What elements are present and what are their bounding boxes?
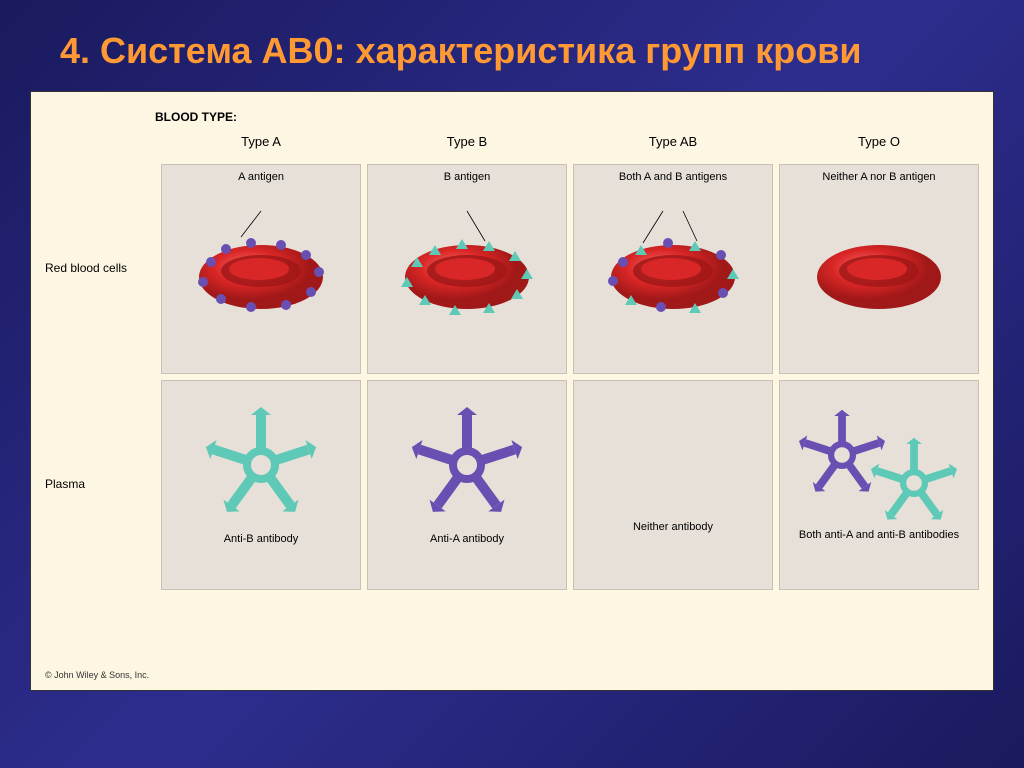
cell-rbc-b: B antigen: [367, 164, 567, 374]
row-label-plasma: Plasma: [45, 380, 155, 590]
label-plasma-b: Anti-A antibody: [430, 533, 504, 559]
diagram-panel: BLOOD TYPE: Type A Type B Type AB Type O…: [30, 91, 994, 691]
label-plasma-ab: Neither antibody: [633, 521, 713, 547]
antibody-both-icon: [794, 405, 964, 525]
rbc-type-a-icon: [181, 207, 341, 327]
rbc-type-ab-icon: [593, 207, 753, 327]
slide-title: 4. Система АВ0: характеристика групп кро…: [0, 0, 1024, 91]
blood-type-heading: BLOOD TYPE:: [155, 110, 979, 124]
antibody-anti-b-icon: [201, 405, 321, 525]
cell-plasma-b: Anti-A antibody: [367, 380, 567, 590]
rbc-type-o-icon: [799, 207, 959, 327]
cell-rbc-ab: Both A and B antigens: [573, 164, 773, 374]
label-plasma-a: Anti-B antibody: [224, 533, 299, 559]
cell-plasma-a: Anti-B antibody: [161, 380, 361, 590]
cell-rbc-a: A antigen: [161, 164, 361, 374]
blood-type-grid: Type A Type B Type AB Type O Red blood c…: [45, 130, 979, 590]
row-label-rbc: Red blood cells: [45, 164, 155, 374]
label-antigen-o: Neither A nor B antigen: [822, 171, 935, 197]
col-header-ab: Type AB: [573, 130, 773, 158]
cell-plasma-o: Both anti-A and anti-B antibodies: [779, 380, 979, 590]
col-header-b: Type B: [367, 130, 567, 158]
col-header-a: Type A: [161, 130, 361, 158]
label-antigen-a: A antigen: [238, 171, 284, 197]
label-plasma-o: Both anti-A and anti-B antibodies: [799, 529, 959, 555]
label-antigen-ab: Both A and B antigens: [619, 171, 727, 197]
copyright-text: © John Wiley & Sons, Inc.: [45, 670, 149, 680]
col-header-o: Type O: [779, 130, 979, 158]
label-antigen-b: B antigen: [444, 171, 490, 197]
antibody-anti-a-icon: [407, 405, 527, 525]
rbc-type-b-icon: [387, 207, 547, 327]
cell-rbc-o: Neither A nor B antigen: [779, 164, 979, 374]
cell-plasma-ab: Neither antibody: [573, 380, 773, 590]
